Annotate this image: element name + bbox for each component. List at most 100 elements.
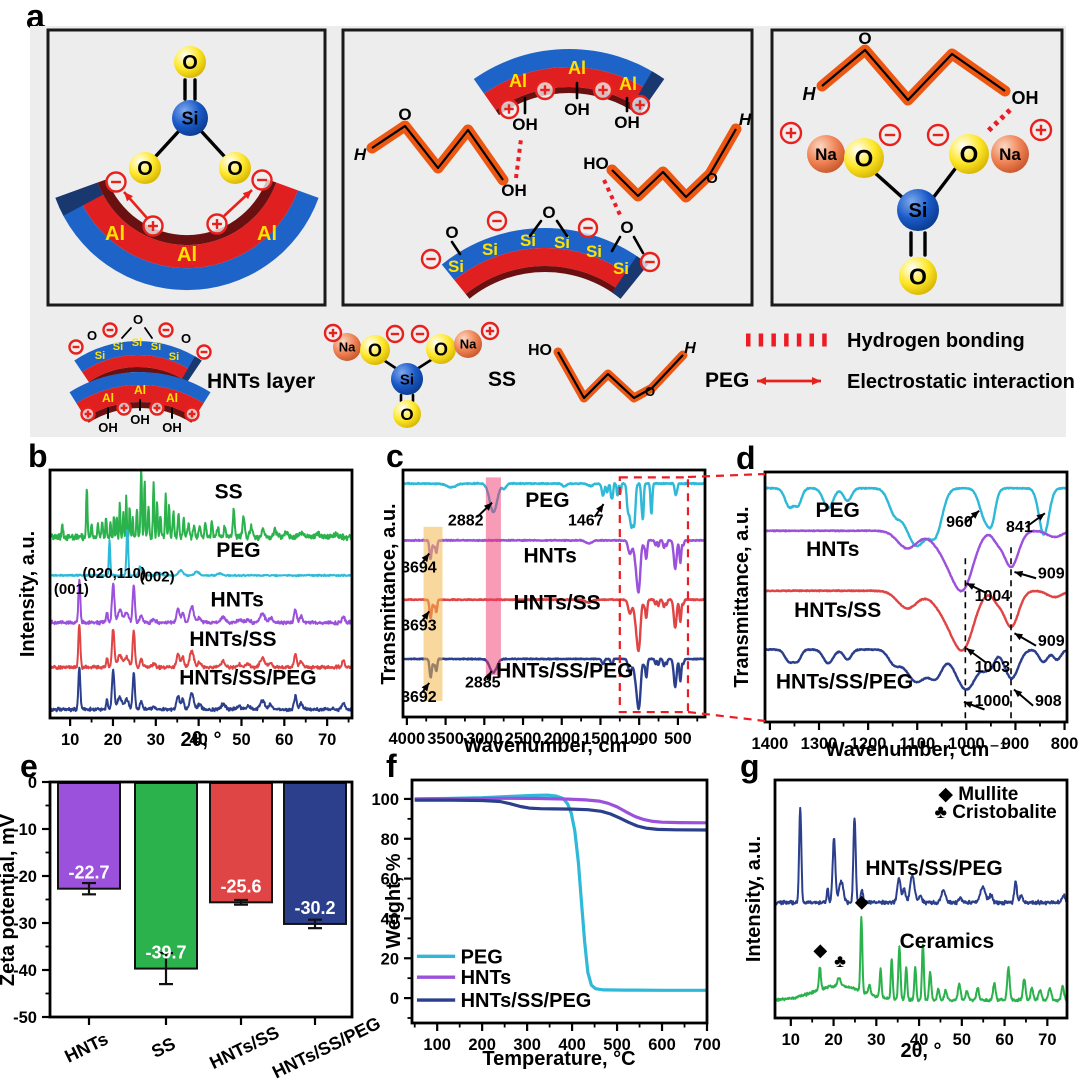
svg-text:Al: Al <box>134 383 146 397</box>
trace-PEG <box>414 793 707 992</box>
svg-text:SS: SS <box>488 368 516 391</box>
trace-HNTs-SS-PEG <box>403 657 705 711</box>
trace-HNTs-SS <box>403 597 705 653</box>
peg-icon: HO O H <box>528 340 696 403</box>
svg-text:100: 100 <box>423 1036 451 1054</box>
svg-text:O: O <box>960 142 979 169</box>
svg-text:20: 20 <box>381 950 399 968</box>
svg-text:Wavenumber, cm⁻¹: Wavenumber, cm⁻¹ <box>464 735 645 757</box>
svg-text:960: 960 <box>946 514 973 531</box>
svg-text:O: O <box>445 223 458 242</box>
svg-text:Al: Al <box>568 58 586 78</box>
svg-text:Al: Al <box>166 391 178 405</box>
panel-b-label: b <box>28 438 48 474</box>
svg-text:Temperature, °C: Temperature, °C <box>482 1048 635 1070</box>
svg-text:908: 908 <box>1035 693 1062 710</box>
trace-SS <box>50 470 352 542</box>
svg-text:2882: 2882 <box>448 513 484 530</box>
svg-text:909: 909 <box>1038 565 1065 582</box>
plot-content <box>50 470 352 713</box>
svg-text:Al: Al <box>105 223 125 245</box>
svg-text:-10: -10 <box>13 821 37 839</box>
svg-text:Si: Si <box>520 231 536 250</box>
box-electrostatic-ss-hnts: O Si O O Al Al Al <box>55 46 319 291</box>
plot-frame <box>773 778 1069 1020</box>
panel-d-chart: PEG HNTs HNTs/SS HNTs/SS/PEG 960 841 909 1004 90… <box>731 470 1078 761</box>
svg-text:Weight, %: Weight, % <box>383 853 405 948</box>
svg-text:Al: Al <box>619 74 637 94</box>
svg-text:OH: OH <box>1012 88 1039 108</box>
svg-text:Si: Si <box>169 351 179 363</box>
svg-text:Si: Si <box>400 371 414 388</box>
svg-text:20: 20 <box>104 731 122 749</box>
svg-text:500: 500 <box>664 730 692 748</box>
trace-HNTs-SS <box>765 589 1067 652</box>
svg-text:OH: OH <box>564 100 590 119</box>
svg-text:60: 60 <box>995 1031 1013 1049</box>
bar-SS <box>134 782 198 970</box>
svg-text:700: 700 <box>693 1036 721 1054</box>
svg-text:OH: OH <box>130 412 150 427</box>
svg-text:10: 10 <box>782 1031 800 1049</box>
svg-text:O: O <box>620 218 633 237</box>
svg-text:HNTs/SS: HNTs/SS <box>794 599 881 622</box>
svg-text:10: 10 <box>61 731 79 749</box>
svg-text:70: 70 <box>318 731 336 749</box>
svg-text:200: 200 <box>468 1036 496 1054</box>
panel-d-label: d <box>736 440 756 476</box>
svg-text:HNTs: HNTs <box>211 588 264 611</box>
svg-text:0: 0 <box>28 774 37 792</box>
plot-content: -22.7 -39.7 -25.6 -30.2 <box>57 782 347 986</box>
panel-e-label: e <box>20 748 38 784</box>
svg-text:PEG: PEG <box>461 946 503 968</box>
svg-text:1100: 1100 <box>899 735 935 753</box>
panel-g-label: g <box>740 748 760 784</box>
bar-HNTs-SS <box>209 782 273 904</box>
trace-PEG <box>50 529 352 578</box>
svg-text:-20: -20 <box>13 868 37 886</box>
svg-text:Na: Na <box>460 337 477 352</box>
panel-e-chart: -22.7 -39.7 -25.6 -30.2 0 -10 -20 -30 -40 -50 HNTs… <box>0 774 384 1082</box>
svg-text:H: H <box>739 110 752 129</box>
svg-text:OH: OH <box>162 420 182 435</box>
panel-c-label: c <box>386 438 404 474</box>
plot-content <box>775 806 1067 1003</box>
svg-text:1300: 1300 <box>801 735 838 753</box>
svg-text:Wavenumber, cm⁻¹: Wavenumber, cm⁻¹ <box>826 739 1007 761</box>
svg-text:Si: Si <box>586 242 602 261</box>
svg-text:O: O <box>227 158 243 180</box>
svg-text:2000: 2000 <box>543 730 580 748</box>
svg-text:-25.6: -25.6 <box>220 876 261 896</box>
zoom-connector-top <box>687 472 766 479</box>
trace-PEG <box>765 486 1067 548</box>
svg-text:1200: 1200 <box>850 735 887 753</box>
svg-text:PEG: PEG <box>815 499 859 522</box>
svg-text:900: 900 <box>1002 735 1030 753</box>
svg-text:Al: Al <box>509 71 527 91</box>
svg-text:HNTs layer: HNTs layer <box>207 370 315 393</box>
svg-text:Transmittance, a.u.: Transmittance, a.u. <box>378 503 400 684</box>
svg-text:600: 600 <box>648 1036 676 1054</box>
svg-text:3693: 3693 <box>401 618 437 635</box>
svg-text:1003: 1003 <box>975 659 1011 676</box>
svg-text:4000: 4000 <box>389 730 426 748</box>
svg-text:3692: 3692 <box>401 689 437 706</box>
plot-content <box>403 477 705 711</box>
svg-text:Si: Si <box>113 341 123 353</box>
panel-c-chart: PEG HNTs HNTs/SS HNTs/SS/PEG 2882 1467 3694 369… <box>378 468 707 757</box>
svg-text:HNTs/SS/PEG: HNTs/SS/PEG <box>776 670 913 693</box>
svg-text:Si: Si <box>909 200 928 222</box>
svg-text:1004: 1004 <box>975 588 1011 605</box>
zoom-region-box <box>618 476 690 714</box>
svg-text:3000: 3000 <box>466 730 503 748</box>
svg-text:OH: OH <box>501 181 527 200</box>
svg-text:1000: 1000 <box>621 730 658 748</box>
svg-text:-50: -50 <box>13 1009 37 1027</box>
plot-frame <box>410 778 709 1025</box>
plot-content <box>414 793 707 992</box>
svg-text:40: 40 <box>910 1031 928 1049</box>
svg-text:3500: 3500 <box>427 730 464 748</box>
svg-text:2885: 2885 <box>465 674 501 691</box>
